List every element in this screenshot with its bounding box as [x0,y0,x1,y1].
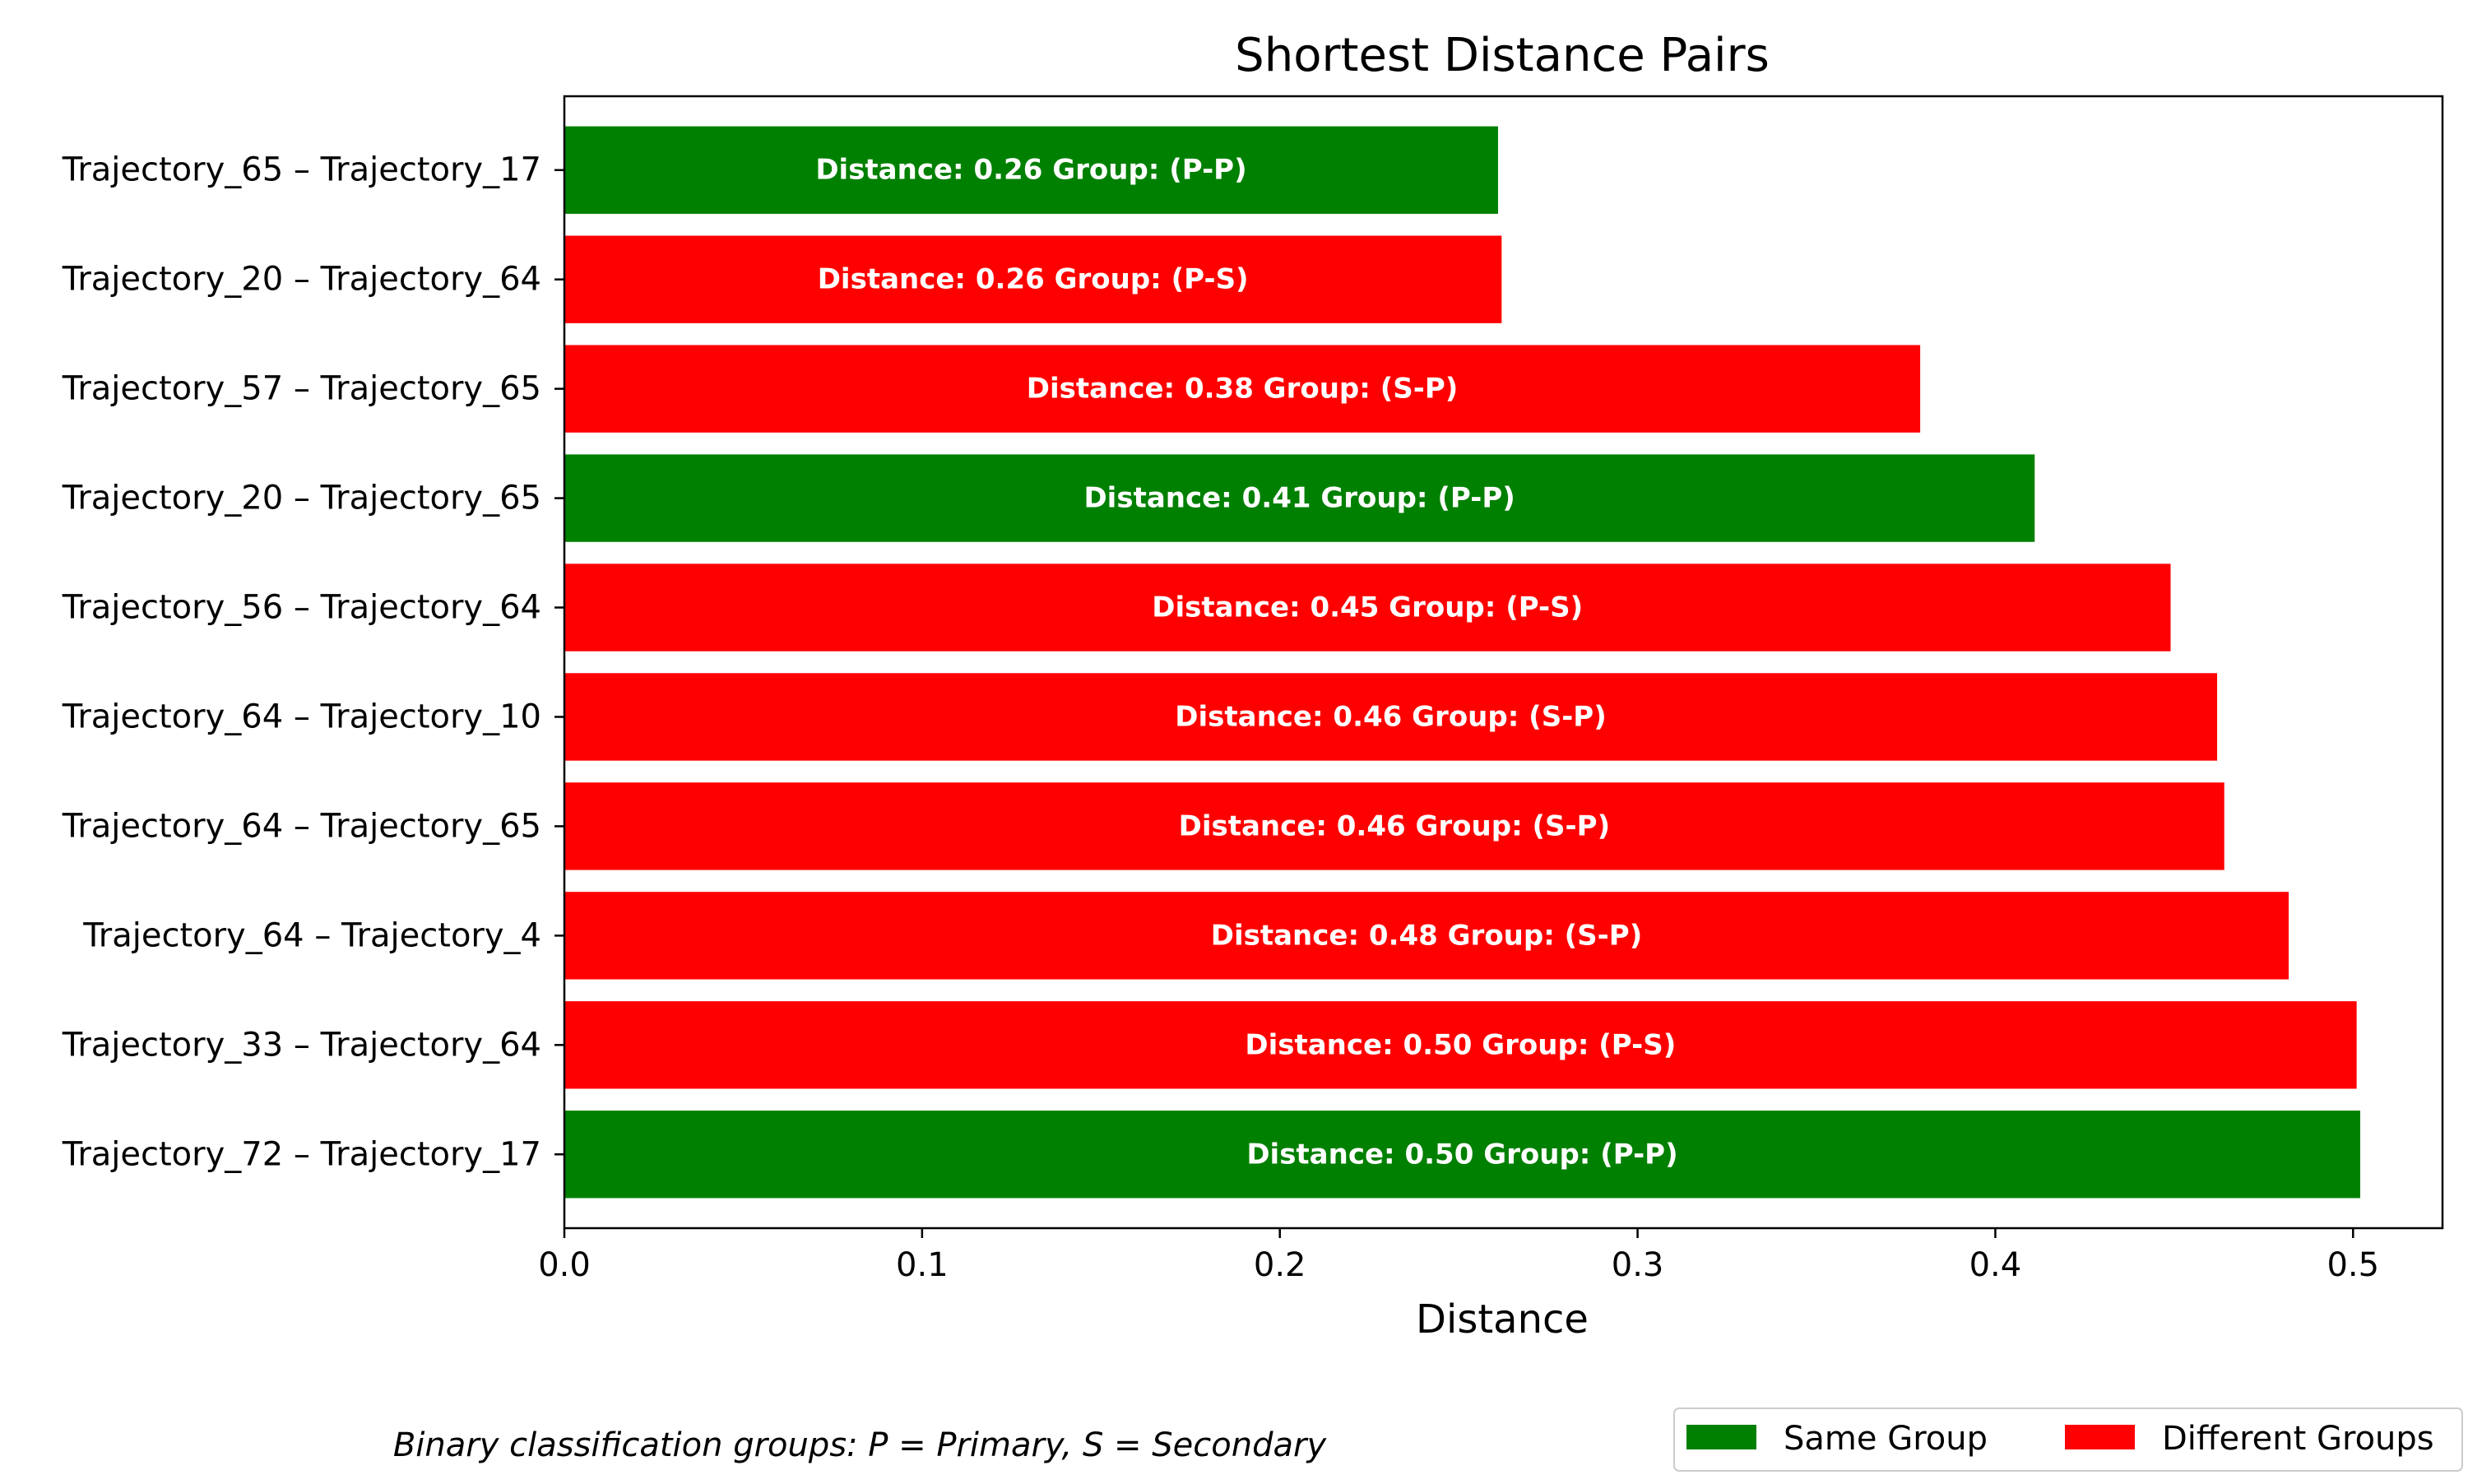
x-tick-label: 0.2 [1254,1246,1306,1284]
legend: Same Group Different Groups [1673,1407,2463,1472]
x-tick-label: 0.5 [2327,1246,2379,1284]
y-tick-label: Trajectory_33 – Trajectory_64 [62,1026,541,1064]
bar [564,345,1921,433]
x-tick-label: 0.3 [1612,1246,1664,1284]
bar [564,126,1498,214]
bars-layer: Distance: 0.26 Group: (P-P) Distance: 0.2… [564,126,2360,1199]
bar-label: Distance: 0.48 Group: (S-P) [1211,919,1643,952]
y-tick-label: Trajectory_20 – Trajectory_64 [62,261,541,299]
bar [564,563,2171,652]
y-tick-label: Trajectory_65 – Trajectory_17 [62,151,541,189]
bar-label: Distance: 0.50 Group: (P-S) [1245,1028,1676,1061]
bar-label: Distance: 0.46 Group: (S-P) [1175,700,1607,733]
bar [564,454,2035,542]
bar-label: Distance: 0.50 Group: (P-P) [1246,1138,1677,1171]
bar-label: Distance: 0.45 Group: (P-S) [1152,591,1583,624]
bar [564,1001,2357,1089]
y-tick-label: Trajectory_64 – Trajectory_65 [62,807,541,845]
x-axis-ticks: 0.0 0.1 0.2 0.3 0.4 0.5 [538,1228,2379,1284]
bar [564,235,1502,323]
legend-label-same-group: Same Group [1784,1420,1988,1458]
bar [564,892,2289,980]
y-tick-label: Trajectory_72 – Trajectory_17 [62,1135,541,1173]
bar-label: Distance: 0.38 Group: (S-P) [1027,373,1459,406]
legend-swatch-same-group [1686,1425,1756,1449]
y-tick-label: Trajectory_57 – Trajectory_65 [62,370,541,408]
bar [564,673,2218,761]
x-tick-label: 0.4 [1969,1246,2022,1284]
plot-frame [563,95,2444,1230]
chart-title: Shortest Distance Pairs [1235,29,1770,82]
footnote: Binary classification groups: P = Primar… [393,1426,1328,1464]
y-tick-label: Trajectory_56 – Trajectory_64 [62,589,541,627]
x-tick-label: 0.1 [896,1246,949,1284]
bar [564,782,2224,870]
bar [564,1111,2360,1199]
bar-label: Distance: 0.46 Group: (S-P) [1179,809,1611,842]
bar-label: Distance: 0.26 Group: (P-S) [818,263,1249,296]
bar-label: Distance: 0.41 Group: (P-P) [1083,482,1515,515]
y-tick-labels: Trajectory_65 – Trajectory_17 Trajectory_… [62,151,564,1173]
y-tick-label: Trajectory_20 – Trajectory_65 [62,480,541,517]
x-axis-label: Distance [1416,1296,1589,1343]
x-tick-label: 0.0 [538,1246,591,1284]
legend-label-different-groups: Different Groups [2162,1420,2434,1458]
bar-label: Distance: 0.26 Group: (P-P) [815,154,1246,187]
y-tick-label: Trajectory_64 – Trajectory_4 [82,916,541,954]
legend-swatch-different-groups [2065,1425,2135,1449]
y-tick-label: Trajectory_64 – Trajectory_10 [62,698,541,735]
